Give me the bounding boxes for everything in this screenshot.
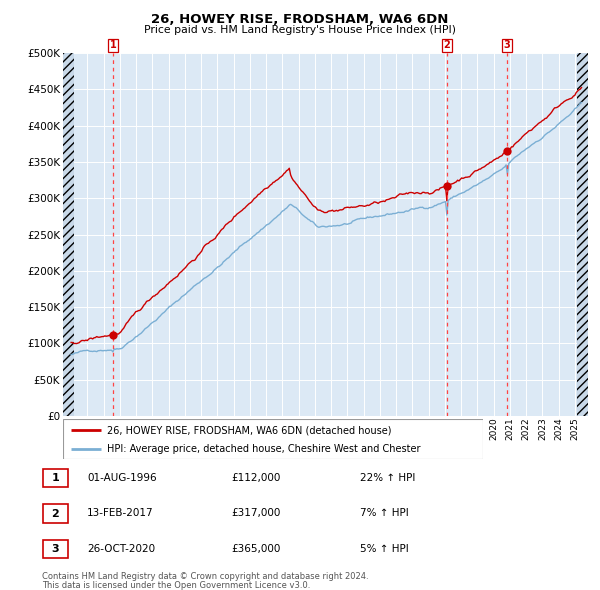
Text: 1: 1 (110, 40, 116, 50)
Text: 26-OCT-2020: 26-OCT-2020 (87, 544, 155, 553)
Text: 2: 2 (52, 509, 59, 519)
Text: 26, HOWEY RISE, FRODSHAM, WA6 6DN (detached house): 26, HOWEY RISE, FRODSHAM, WA6 6DN (detac… (107, 425, 392, 435)
Text: 13-FEB-2017: 13-FEB-2017 (87, 509, 154, 518)
Text: 2: 2 (443, 40, 450, 50)
Text: This data is licensed under the Open Government Licence v3.0.: This data is licensed under the Open Gov… (42, 581, 310, 590)
Bar (63, 53, 74, 416)
Text: Contains HM Land Registry data © Crown copyright and database right 2024.: Contains HM Land Registry data © Crown c… (42, 572, 368, 581)
Text: HPI: Average price, detached house, Cheshire West and Chester: HPI: Average price, detached house, Ches… (107, 444, 421, 454)
Text: £112,000: £112,000 (231, 473, 280, 483)
Text: 5% ↑ HPI: 5% ↑ HPI (360, 544, 409, 553)
Text: Price paid vs. HM Land Registry's House Price Index (HPI): Price paid vs. HM Land Registry's House … (144, 25, 456, 35)
Bar (577, 53, 588, 416)
Text: 3: 3 (52, 544, 59, 554)
Text: 7% ↑ HPI: 7% ↑ HPI (360, 509, 409, 518)
Text: 26, HOWEY RISE, FRODSHAM, WA6 6DN: 26, HOWEY RISE, FRODSHAM, WA6 6DN (151, 13, 449, 26)
Text: £365,000: £365,000 (231, 544, 280, 553)
Text: 1: 1 (52, 473, 59, 483)
Text: 01-AUG-1996: 01-AUG-1996 (87, 473, 157, 483)
Text: 22% ↑ HPI: 22% ↑ HPI (360, 473, 415, 483)
Text: £317,000: £317,000 (231, 509, 280, 518)
Text: 3: 3 (503, 40, 511, 50)
